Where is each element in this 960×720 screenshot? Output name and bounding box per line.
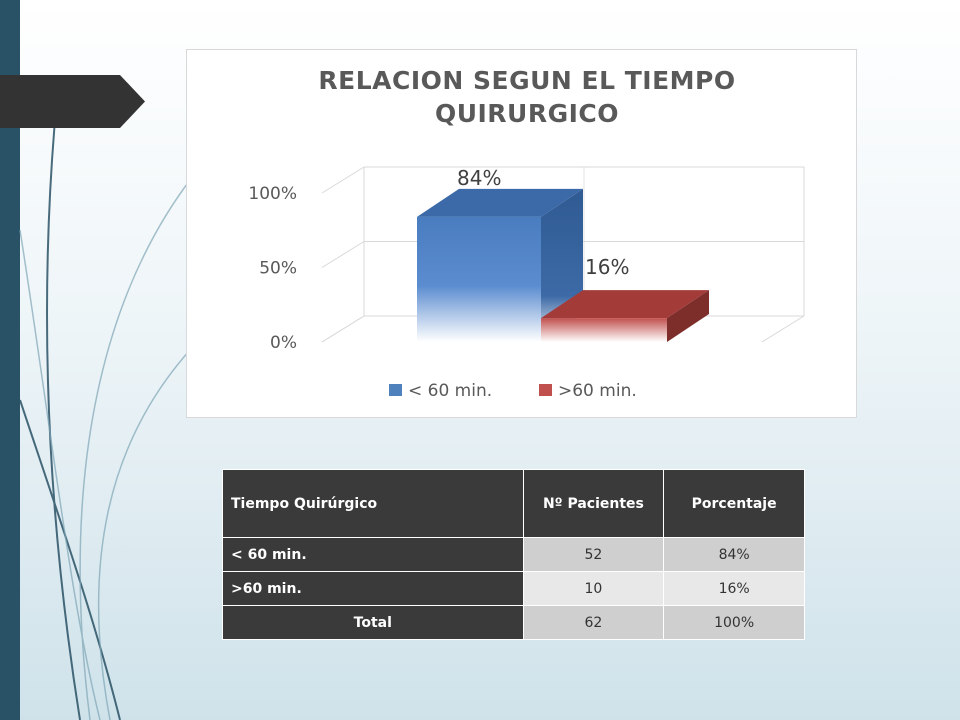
row-pacientes: 52 bbox=[522, 537, 665, 572]
chart-title-line-2: QUIRURGICO bbox=[434, 99, 620, 128]
bar-front-face bbox=[541, 318, 667, 342]
header-pacientes: Nº Pacientes bbox=[522, 469, 665, 538]
legend-item: >60 min. bbox=[539, 381, 637, 401]
legend-label: >60 min. bbox=[558, 381, 637, 401]
row-porcentaje: 84% bbox=[663, 537, 805, 572]
bar-side-face bbox=[667, 290, 709, 342]
floor-right-edge bbox=[761, 315, 805, 343]
row-pacientes: 62 bbox=[522, 605, 665, 640]
gridline-side bbox=[321, 166, 365, 194]
row-label: Total bbox=[222, 605, 524, 640]
row-pacientes: 10 bbox=[522, 571, 665, 606]
title-chevron-shape bbox=[0, 75, 145, 128]
table-row: < 60 min. 52 84% bbox=[222, 537, 805, 572]
chart-title-line-1: RELACION SEGUN EL TIEMPO bbox=[318, 66, 736, 95]
y-tick-label: 0% bbox=[270, 333, 297, 353]
gridline-side bbox=[321, 241, 365, 268]
table-row: >60 min. 10 16% bbox=[222, 571, 805, 606]
y-tick-label: 100% bbox=[248, 184, 297, 204]
row-label: >60 min. bbox=[222, 571, 524, 606]
chart-title: RELACION SEGUN EL TIEMPO QUIRURGICO bbox=[247, 64, 807, 130]
header-porcentaje: Porcentaje bbox=[663, 469, 805, 538]
row-label: < 60 min. bbox=[222, 537, 524, 572]
bar-chart-3d: 0% 50% 100% 84% 16% < 60 min. >60 min. bbox=[248, 166, 805, 401]
y-tick-label: 50% bbox=[259, 259, 297, 279]
bar-1 bbox=[541, 290, 709, 342]
legend-swatch bbox=[539, 384, 552, 396]
table-row-total: Total 62 100% bbox=[222, 605, 805, 640]
legend-swatch bbox=[389, 384, 402, 396]
data-label: 84% bbox=[457, 166, 501, 190]
results-table: Tiempo Quirúrgico Nº Pacientes Porcentaj… bbox=[222, 469, 805, 640]
legend-item: < 60 min. bbox=[389, 381, 492, 401]
slide-left-bar bbox=[0, 0, 20, 720]
gridline-side bbox=[321, 315, 365, 343]
row-porcentaje: 16% bbox=[663, 571, 805, 606]
header-tiempo: Tiempo Quirúrgico bbox=[222, 469, 524, 538]
bar-front-face bbox=[417, 216, 541, 342]
data-label: 16% bbox=[585, 255, 629, 279]
bar-top-face bbox=[541, 290, 709, 319]
row-porcentaje: 100% bbox=[663, 605, 805, 640]
legend-label: < 60 min. bbox=[408, 381, 492, 401]
chart-panel: RELACION SEGUN EL TIEMPO QUIRURGICO 0% 50… bbox=[186, 49, 857, 418]
bar-top-face bbox=[417, 188, 583, 217]
table-header-row: Tiempo Quirúrgico Nº Pacientes Porcentaj… bbox=[222, 469, 805, 538]
